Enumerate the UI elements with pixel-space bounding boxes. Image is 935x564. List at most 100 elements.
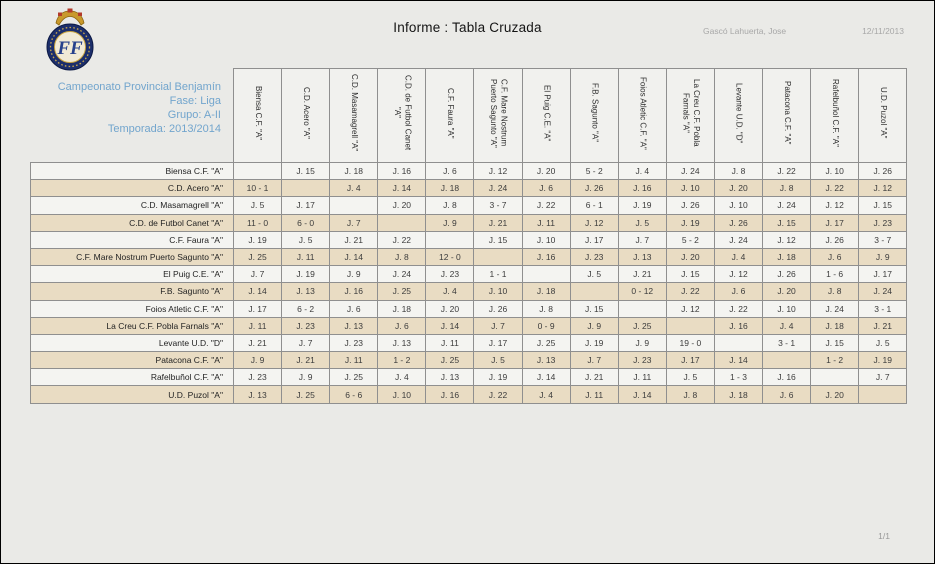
table-cell: J. 18: [810, 316, 860, 335]
column-header-label: C.D. de Futbol Canet "A": [392, 75, 413, 151]
column-header-label: La Creu C.F. Pobla Farnals "A": [681, 79, 701, 147]
table-cell: J. 15: [473, 230, 523, 249]
table-cell: J. 7: [858, 368, 908, 387]
table-cell: J. 22: [521, 196, 571, 215]
column-header-row: Biensa C.F. "A" C.D. Acero "A" C.D. Masama…: [31, 68, 908, 163]
column-header: U.D. Puzol "A": [858, 68, 908, 163]
column-header: Biensa C.F. "A": [232, 68, 283, 163]
table-cell: [425, 230, 475, 249]
table-cell: J. 9: [858, 247, 908, 267]
table-cell: J. 17: [232, 299, 283, 318]
table-cell: J. 24: [810, 299, 860, 318]
report-date: 12/11/2013: [862, 26, 904, 36]
table-cell: J. 24: [377, 265, 427, 284]
table-cell: J. 4: [762, 316, 812, 335]
table-row: La Creu C.F. Pobla Farnals "A" J. 11 J. 23…: [30, 316, 908, 335]
table-cell: J. 5: [569, 265, 619, 284]
table-cell: J. 26: [473, 299, 523, 318]
table-cell: J. 20: [377, 196, 427, 215]
table-cell: J. 6: [425, 161, 475, 181]
table-cell: J. 24: [665, 161, 715, 181]
table-cell: J. 25: [377, 282, 427, 301]
table-cell: 6 - 1: [569, 196, 619, 215]
table-cell: J. 24: [762, 196, 812, 215]
table-cell: J. 7: [329, 213, 379, 232]
competition-group: Grupo: A-II: [167, 109, 221, 121]
table-cell: J. 8: [762, 179, 812, 198]
table-cell: J. 15: [281, 161, 331, 181]
column-header: Levante U.D. "D": [713, 68, 764, 163]
table-cell: J. 20: [521, 161, 571, 181]
table-cell: J. 21: [329, 230, 379, 249]
table-cell: J. 14: [425, 316, 475, 335]
table-cell: J. 9: [617, 333, 667, 353]
table-cell: [232, 161, 283, 181]
column-header-label: Patacona C.F. "A": [782, 81, 792, 145]
table-cell: J. 9: [569, 316, 619, 335]
column-header-label: Foios Atletic C.F. "A": [638, 76, 648, 150]
table-cell: J. 10: [377, 385, 427, 404]
column-header-label: Biensa C.F. "A": [253, 85, 263, 141]
row-label: Foios Atletic C.F. "A": [30, 299, 234, 318]
table-cell: [569, 282, 619, 301]
table-cell: J. 8: [810, 282, 860, 301]
table-cell: J. 25: [521, 333, 571, 353]
table-cell: J. 16: [762, 368, 812, 387]
row-label: Biensa C.F. "A": [30, 161, 234, 181]
table-cell: J. 25: [617, 316, 667, 335]
table-cell: J. 9: [425, 213, 475, 232]
table-cell: J. 26: [762, 265, 812, 284]
table-cell: J. 17: [858, 265, 908, 284]
table-cell: J. 10: [762, 299, 812, 318]
table-cell: [473, 247, 523, 267]
table-cell: J. 17: [473, 333, 523, 353]
table-cell: J. 26: [713, 213, 764, 232]
table-cell: J. 13: [617, 247, 667, 267]
row-label: F.B. Sagunto "A": [30, 282, 234, 301]
table-cell: J. 6: [810, 247, 860, 267]
table-cell: [762, 351, 812, 370]
table-cell: J. 8: [713, 161, 764, 181]
table-cell: J. 14: [377, 179, 427, 198]
table-cell: J. 5: [232, 196, 283, 215]
column-header-label: El Puig C.E. "A": [542, 84, 552, 142]
table-cell: J. 8: [377, 247, 427, 267]
row-label: C.F. Faura "A": [30, 230, 234, 249]
federation-crest-logo: FF: [46, 8, 94, 71]
table-cell: J. 6: [377, 316, 427, 335]
table-cell: J. 13: [232, 385, 283, 404]
table-cell: J. 7: [473, 316, 523, 335]
table-cell: J. 16: [521, 247, 571, 267]
row-label: C.F. Mare Nostrum Puerto Sagunto "A": [30, 247, 234, 267]
row-label: C.D. Masamagrell "A": [30, 196, 234, 215]
table-cell: J. 16: [425, 385, 475, 404]
table-cell: [329, 196, 379, 215]
table-cell: 6 - 0: [281, 213, 331, 232]
table-cell: [665, 316, 715, 335]
table-cell: 1 - 2: [377, 351, 427, 370]
column-header: El Puig C.E. "A": [521, 68, 571, 163]
table-cell: J. 11: [425, 333, 475, 353]
crown-icon: [55, 8, 85, 26]
table-cell: J. 6: [762, 385, 812, 404]
table-cell: J. 4: [521, 385, 571, 404]
table-cell: J. 7: [232, 265, 283, 284]
table-cell: 6 - 6: [329, 385, 379, 404]
table-cell: J. 10: [473, 282, 523, 301]
table-cell: J. 24: [713, 230, 764, 249]
table-cell: J. 23: [281, 316, 331, 335]
table-cell: J. 17: [810, 213, 860, 232]
table-cell: [617, 299, 667, 318]
column-header: Patacona C.F. "A": [762, 68, 812, 163]
table-cell: J. 12: [858, 179, 908, 198]
table-cell: J. 25: [232, 247, 283, 267]
table-cell: J. 7: [569, 351, 619, 370]
table-cell: 19 - 0: [665, 333, 715, 353]
table-cell: J. 14: [617, 385, 667, 404]
table-cell: J. 12: [473, 161, 523, 181]
table-row: C.F. Mare Nostrum Puerto Sagunto "A" J. 2…: [30, 247, 908, 267]
table-cell: J. 22: [713, 299, 764, 318]
table-cell: J. 7: [617, 230, 667, 249]
table-cell: J. 24: [858, 282, 908, 301]
